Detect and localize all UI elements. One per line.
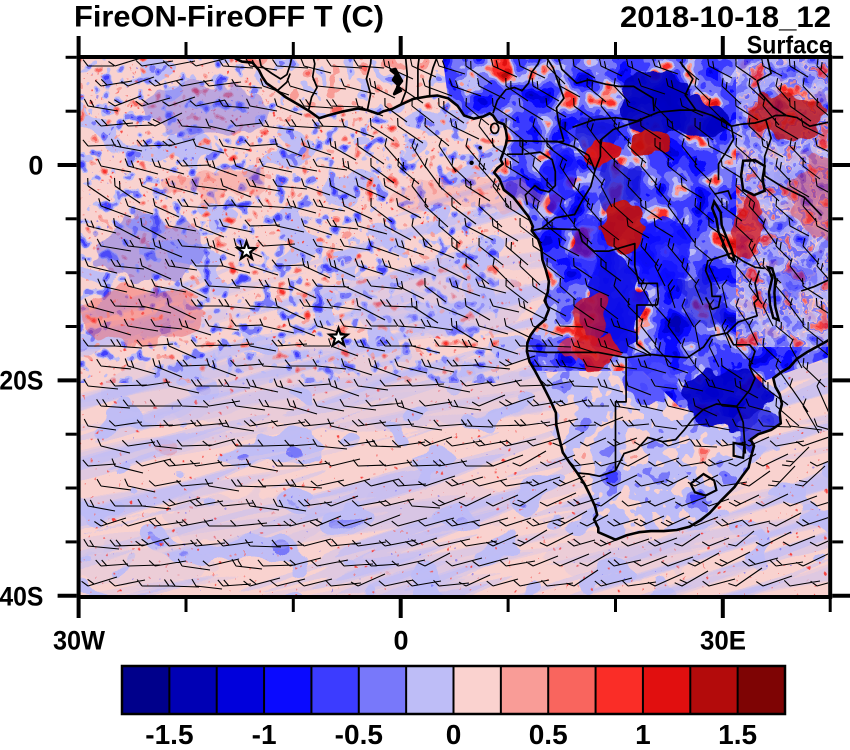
svg-text:30E: 30E xyxy=(700,626,746,656)
svg-text:40S: 40S xyxy=(0,582,43,612)
svg-text:0.5: 0.5 xyxy=(529,719,568,750)
svg-text:2018-10-18_12: 2018-10-18_12 xyxy=(620,1,831,34)
svg-text:0: 0 xyxy=(393,626,408,656)
svg-text:-1.5: -1.5 xyxy=(145,719,193,750)
svg-text:-0.5: -0.5 xyxy=(335,719,383,750)
svg-text:0: 0 xyxy=(28,151,43,181)
svg-text:FireON-FireOFF T (C): FireON-FireOFF T (C) xyxy=(74,1,384,34)
svg-text:-1: -1 xyxy=(252,719,277,750)
svg-text:30W: 30W xyxy=(53,626,105,656)
svg-text:20S: 20S xyxy=(0,366,43,396)
svg-text:Surface: Surface xyxy=(747,32,832,60)
svg-text:0: 0 xyxy=(446,719,462,750)
svg-text:1.5: 1.5 xyxy=(718,719,757,750)
svg-text:1: 1 xyxy=(635,719,651,750)
